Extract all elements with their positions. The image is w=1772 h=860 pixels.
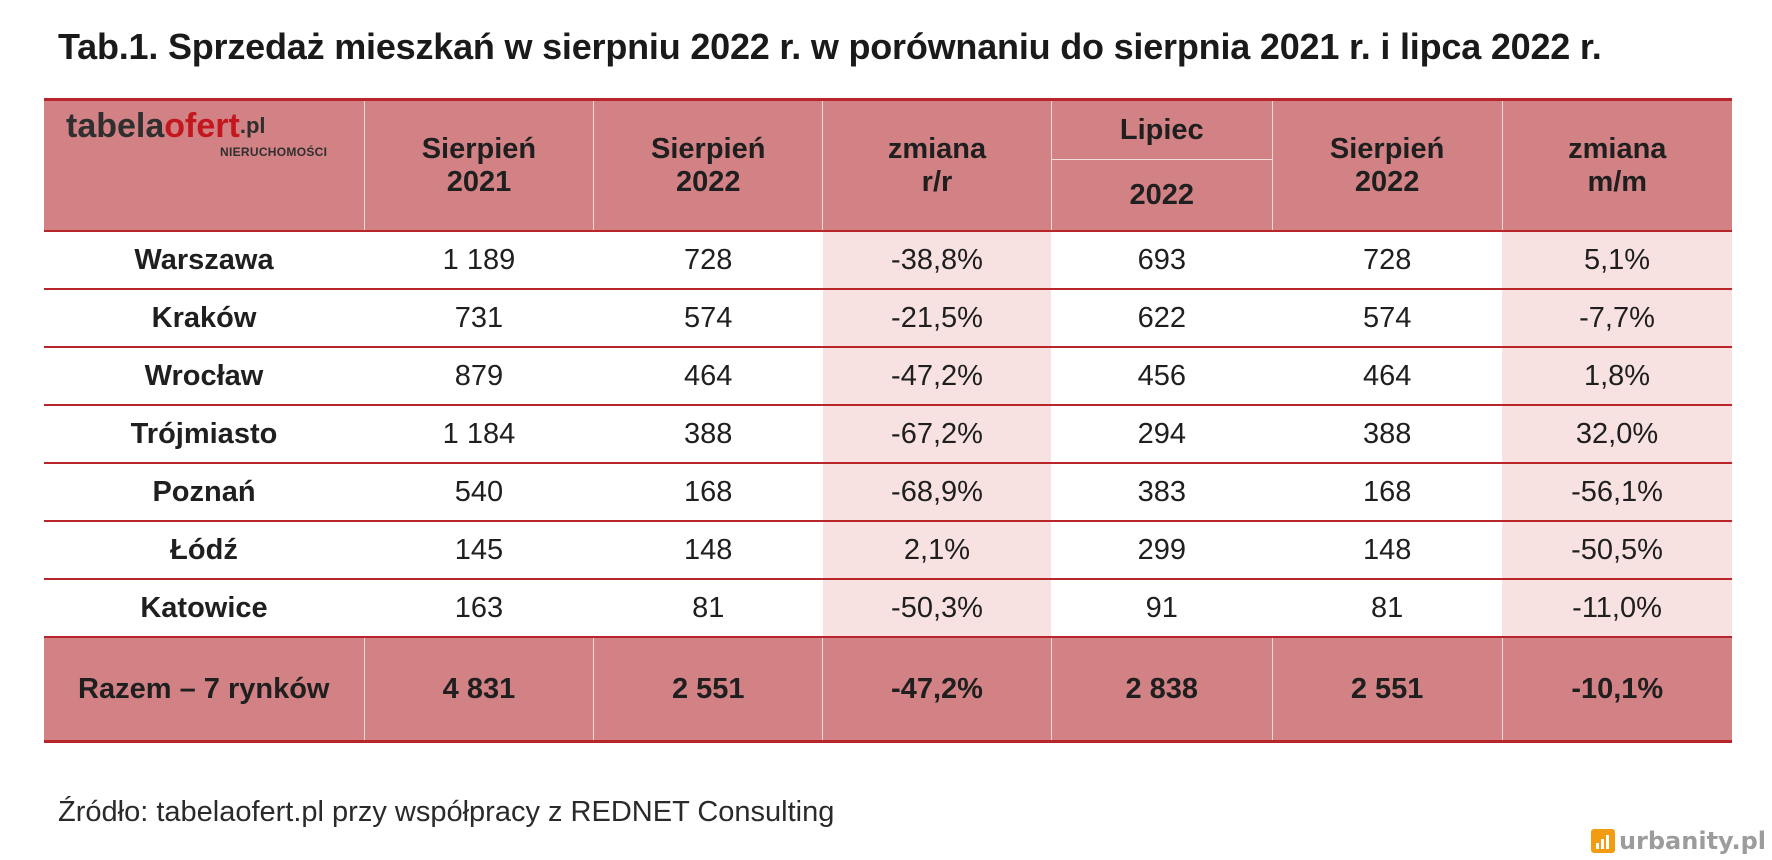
table-row: Warszawa 1 189 728 -38,8% 693 728 5,1% (44, 231, 1732, 290)
value-cell: 1 189 (364, 231, 594, 290)
source-note: Źródło: tabelaofert.pl przy współpracy z… (58, 796, 835, 828)
table-title: Tab.1. Sprzedaż mieszkań w sierpniu 2022… (58, 26, 1602, 67)
city-cell: Poznań (44, 463, 365, 522)
logo: tabelaofert.pl NIERUCHOMOŚCI (44, 99, 365, 231)
total-row: Razem – 7 rynków 4 831 2 551 -47,2% 2 83… (44, 637, 1732, 743)
value-cell: 91 (1051, 579, 1273, 638)
table-row: Wrocław 879 464 -47,2% 456 464 1,8% (44, 347, 1732, 406)
city-cell: Warszawa (44, 231, 365, 290)
value-cell: 148 (593, 521, 823, 580)
value-cell: 728 (1272, 231, 1503, 290)
value-cell: 693 (1051, 231, 1273, 290)
change-cell: -67,2% (822, 405, 1052, 464)
header-aug-2021: Sierpień 2021 (363, 99, 594, 231)
value-cell: 540 (364, 463, 594, 522)
logo-text-ofert: ofert (164, 107, 240, 145)
change-cell: 1,8% (1502, 347, 1732, 406)
header-aug-2022-b: Sierpień 2022 (1271, 99, 1503, 231)
value-cell: 879 (364, 347, 594, 406)
value-cell: 145 (364, 521, 594, 580)
change-cell: -68,9% (822, 463, 1052, 522)
value-cell: 464 (1272, 347, 1503, 406)
value-cell: 294 (1051, 405, 1273, 464)
value-cell: 148 (1272, 521, 1503, 580)
city-cell: Łódź (44, 521, 365, 580)
table-row: Katowice 163 81 -50,3% 91 81 -11,0% (44, 579, 1732, 638)
total-change-cell: -10,1% (1501, 637, 1732, 743)
change-cell: -56,1% (1502, 463, 1732, 522)
value-cell: 731 (364, 289, 594, 348)
logo-text-pl: .pl (239, 113, 266, 138)
value-cell: 163 (364, 579, 594, 638)
header-change-mom: zmiana m/m (1501, 99, 1732, 231)
value-cell: 383 (1051, 463, 1273, 522)
total-value-cell: 2 551 (593, 637, 823, 743)
change-cell: -21,5% (822, 289, 1052, 348)
total-value-cell: 2 551 (1271, 637, 1503, 743)
table-row: Łódź 145 148 2,1% 299 148 -50,5% (44, 521, 1732, 580)
header-change-yoy: zmiana r/r (822, 99, 1052, 231)
value-cell: 456 (1051, 347, 1273, 406)
value-cell: 81 (593, 579, 823, 638)
city-cell: Kraków (44, 289, 365, 348)
city-cell: Trójmiasto (44, 405, 365, 464)
change-cell: -38,8% (822, 231, 1052, 290)
logo-text-tabela: tabela (66, 107, 165, 145)
total-change-cell: -47,2% (822, 637, 1052, 743)
table-row: Trójmiasto 1 184 388 -67,2% 294 388 32,0… (44, 405, 1732, 464)
total-value-cell: 2 838 (1050, 637, 1273, 743)
change-cell: -47,2% (822, 347, 1052, 406)
total-value-cell: 4 831 (363, 637, 594, 743)
change-cell: -50,3% (822, 579, 1052, 638)
total-label: Razem – 7 rynków (44, 637, 365, 743)
change-cell: 2,1% (822, 521, 1052, 580)
value-cell: 81 (1272, 579, 1503, 638)
change-cell: -11,0% (1502, 579, 1732, 638)
watermark: urbanity.pl (1590, 826, 1766, 856)
value-cell: 168 (1272, 463, 1503, 522)
value-cell: 1 184 (364, 405, 594, 464)
city-cell: Katowice (44, 579, 365, 638)
value-cell: 728 (593, 231, 823, 290)
header-july: Lipiec (1050, 99, 1273, 160)
change-cell: -50,5% (1502, 521, 1732, 580)
value-cell: 574 (1272, 289, 1503, 348)
sales-table: tabelaofert.pl NIERUCHOMOŚCI Sierpień 202… (44, 98, 1732, 743)
value-cell: 574 (593, 289, 823, 348)
value-cell: 464 (593, 347, 823, 406)
bar-chart-icon (1590, 829, 1615, 853)
header-aug-2022: Sierpień 2022 (593, 99, 823, 231)
change-cell: 5,1% (1502, 231, 1732, 290)
value-cell: 622 (1051, 289, 1273, 348)
value-cell: 388 (593, 405, 823, 464)
change-cell: 32,0% (1502, 405, 1732, 464)
change-cell: -7,7% (1502, 289, 1732, 348)
value-cell: 388 (1272, 405, 1503, 464)
city-cell: Wrocław (44, 347, 365, 406)
header-july-year: 2022 (1050, 159, 1273, 231)
watermark-text: urbanity.pl (1618, 827, 1766, 855)
table-row: Kraków 731 574 -21,5% 622 574 -7,7% (44, 289, 1732, 348)
table-row: Poznań 540 168 -68,9% 383 168 -56,1% (44, 463, 1732, 522)
logo-subtitle: NIERUCHOMOŚCI (220, 145, 328, 159)
value-cell: 299 (1051, 521, 1273, 580)
value-cell: 168 (593, 463, 823, 522)
